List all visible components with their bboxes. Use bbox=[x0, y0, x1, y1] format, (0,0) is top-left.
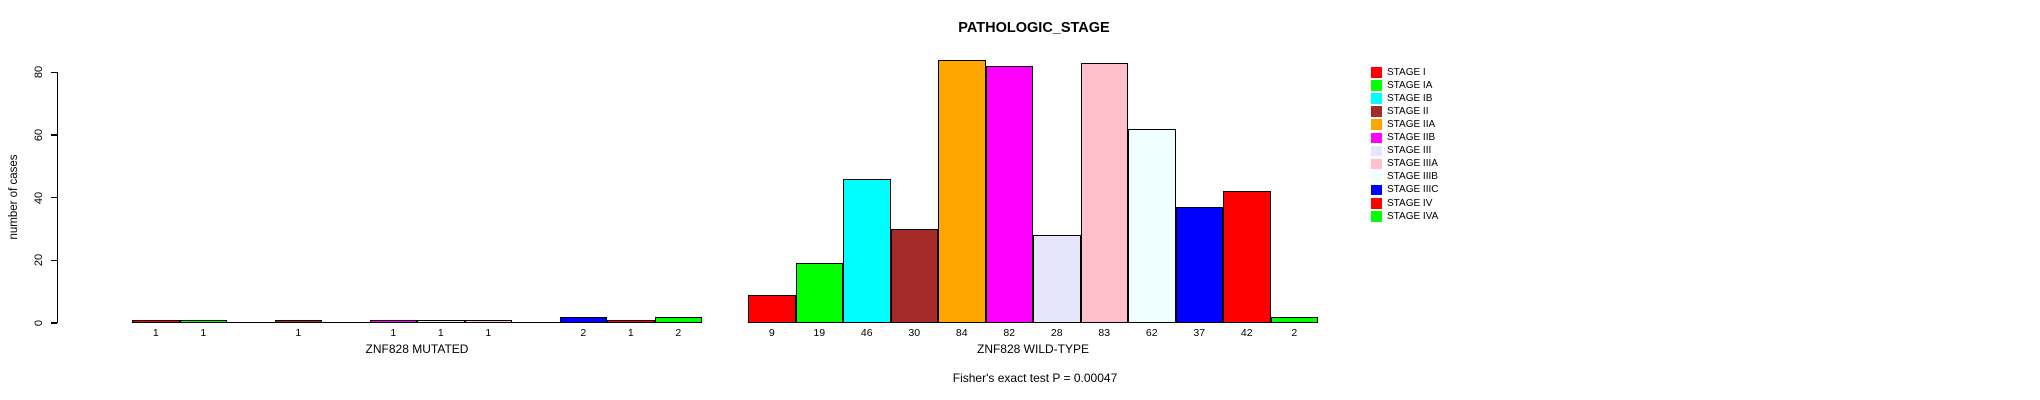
bar-wildtype-stage-iiia bbox=[1080, 63, 1128, 323]
legend-label-stage-iv: STAGE IV bbox=[1387, 197, 1433, 209]
bar-mutated-stage-iva bbox=[654, 316, 702, 323]
bar-mutated-stage-iv bbox=[607, 319, 655, 323]
bar-value-label: 82 bbox=[1003, 327, 1016, 339]
y-tick bbox=[50, 259, 57, 262]
x-axis-title-mutated: ZNF828 MUTATED bbox=[365, 342, 469, 356]
bar-value-label: 1 bbox=[627, 327, 634, 339]
bar-value-label: 28 bbox=[1050, 327, 1063, 339]
bar-wildtype-stage-iii bbox=[1033, 235, 1081, 323]
legend-label-stage-iiic: STAGE IIIC bbox=[1387, 184, 1439, 196]
bar-wildtype-stage-iv bbox=[1223, 191, 1271, 323]
legend-label-stage-iii: STAGE III bbox=[1387, 145, 1432, 157]
legend-swatch-stage-iv bbox=[1371, 198, 1382, 209]
bar-mutated-stage-iiia bbox=[464, 319, 512, 323]
bar-mutated-stage-iia-zero bbox=[322, 321, 370, 323]
legend-swatch-stage-iii bbox=[1371, 145, 1382, 157]
bar-wildtype-stage-iia bbox=[938, 59, 986, 323]
chart-title: PATHOLOGIC_STAGE bbox=[958, 20, 1110, 36]
legend-label-stage-iiia: STAGE IIIA bbox=[1387, 158, 1438, 170]
bar-mutated-stage-ib-zero bbox=[227, 321, 275, 323]
legend-swatch-stage-iiic bbox=[1371, 184, 1382, 196]
y-tick bbox=[50, 71, 57, 74]
bar-value-label: 1 bbox=[200, 327, 207, 339]
bar-value-label: 83 bbox=[1098, 327, 1111, 339]
legend-label-stage-iia: STAGE IIA bbox=[1387, 118, 1436, 130]
legend-swatch-stage-ii bbox=[1371, 106, 1382, 117]
bar-value-label: 1 bbox=[437, 327, 444, 339]
bar-value-label: 46 bbox=[860, 327, 873, 339]
legend-swatch-stage-iva bbox=[1371, 211, 1382, 222]
legend-swatch-stage-iiia bbox=[1371, 158, 1382, 170]
bar-mutated-stage-iiic bbox=[559, 316, 607, 323]
bar-value-label: 1 bbox=[152, 327, 159, 339]
y-tick bbox=[50, 134, 57, 136]
y-axis-title: number of cases bbox=[8, 154, 20, 240]
legend-label-stage-iib: STAGE IIB bbox=[1387, 132, 1436, 143]
bar-value-label: 2 bbox=[1291, 327, 1298, 339]
bar-value-label: 2 bbox=[580, 327, 587, 339]
bar-value-label: 62 bbox=[1145, 327, 1158, 339]
bar-wildtype-stage-iiic bbox=[1175, 207, 1223, 323]
bar-mutated-stage-iib bbox=[369, 319, 417, 323]
bar-mutated-stage-i bbox=[132, 319, 180, 323]
legend-swatch-stage-ia bbox=[1371, 80, 1382, 91]
bar-value-label: 30 bbox=[908, 327, 921, 339]
bar-value-label: 1 bbox=[485, 327, 492, 339]
legend-swatch-stage-iib bbox=[1371, 132, 1382, 143]
legend-swatch-stage-iia bbox=[1371, 119, 1382, 130]
bar-value-label: 1 bbox=[295, 327, 302, 339]
bar-value-label: 2 bbox=[675, 327, 682, 339]
bar-value-label: 84 bbox=[955, 327, 968, 339]
bar-mutated-stage-iii bbox=[417, 319, 465, 323]
bar-wildtype-stage-ia bbox=[795, 263, 843, 323]
y-axis-line bbox=[56, 72, 58, 323]
bar-wildtype-stage-iva bbox=[1270, 316, 1318, 323]
bar-value-label: 37 bbox=[1193, 327, 1206, 339]
bar-wildtype-stage-ii bbox=[890, 229, 938, 323]
bar-value-label: 42 bbox=[1240, 327, 1253, 339]
legend-swatch-stage-iiib bbox=[1371, 171, 1382, 183]
bar-value-label: 9 bbox=[768, 327, 775, 339]
legend-swatch-stage-ib bbox=[1371, 93, 1382, 104]
bar-wildtype-stage-iib bbox=[985, 66, 1033, 323]
y-tick-label: 40 bbox=[33, 191, 45, 204]
legend-swatch-stage-i bbox=[1371, 67, 1382, 78]
bar-value-label: 19 bbox=[813, 327, 826, 339]
y-tick-label: 60 bbox=[33, 128, 45, 142]
legend-label-stage-ib: STAGE IB bbox=[1387, 92, 1433, 104]
bar-wildtype-stage-iiib bbox=[1128, 128, 1176, 323]
bar-wildtype-stage-ib bbox=[843, 178, 891, 323]
legend-label-stage-iiib: STAGE IIIB bbox=[1387, 171, 1438, 183]
x-axis-title-wildtype: ZNF828 WILD-TYPE bbox=[976, 342, 1090, 356]
y-tick-label: 0 bbox=[33, 319, 45, 327]
bar-mutated-stage-ia bbox=[179, 319, 227, 323]
bar-value-label: 1 bbox=[390, 327, 397, 339]
y-tick bbox=[50, 322, 57, 324]
y-tick-label: 80 bbox=[33, 66, 45, 79]
fisher-test-caption: Fisher's exact test P = 0.00047 bbox=[952, 371, 1118, 385]
legend-label-stage-i: STAGE I bbox=[1387, 66, 1426, 78]
legend-label-stage-iva: STAGE IVA bbox=[1387, 210, 1439, 222]
y-tick bbox=[50, 196, 57, 199]
legend-label-stage-ii: STAGE II bbox=[1387, 105, 1429, 117]
legend-label-stage-ia: STAGE IA bbox=[1387, 79, 1433, 91]
bar-wildtype-stage-i bbox=[748, 294, 796, 323]
y-tick-label: 20 bbox=[33, 254, 45, 267]
bar-mutated-stage-ii bbox=[274, 319, 322, 323]
bar-mutated-stage-iiib-zero bbox=[512, 321, 560, 323]
